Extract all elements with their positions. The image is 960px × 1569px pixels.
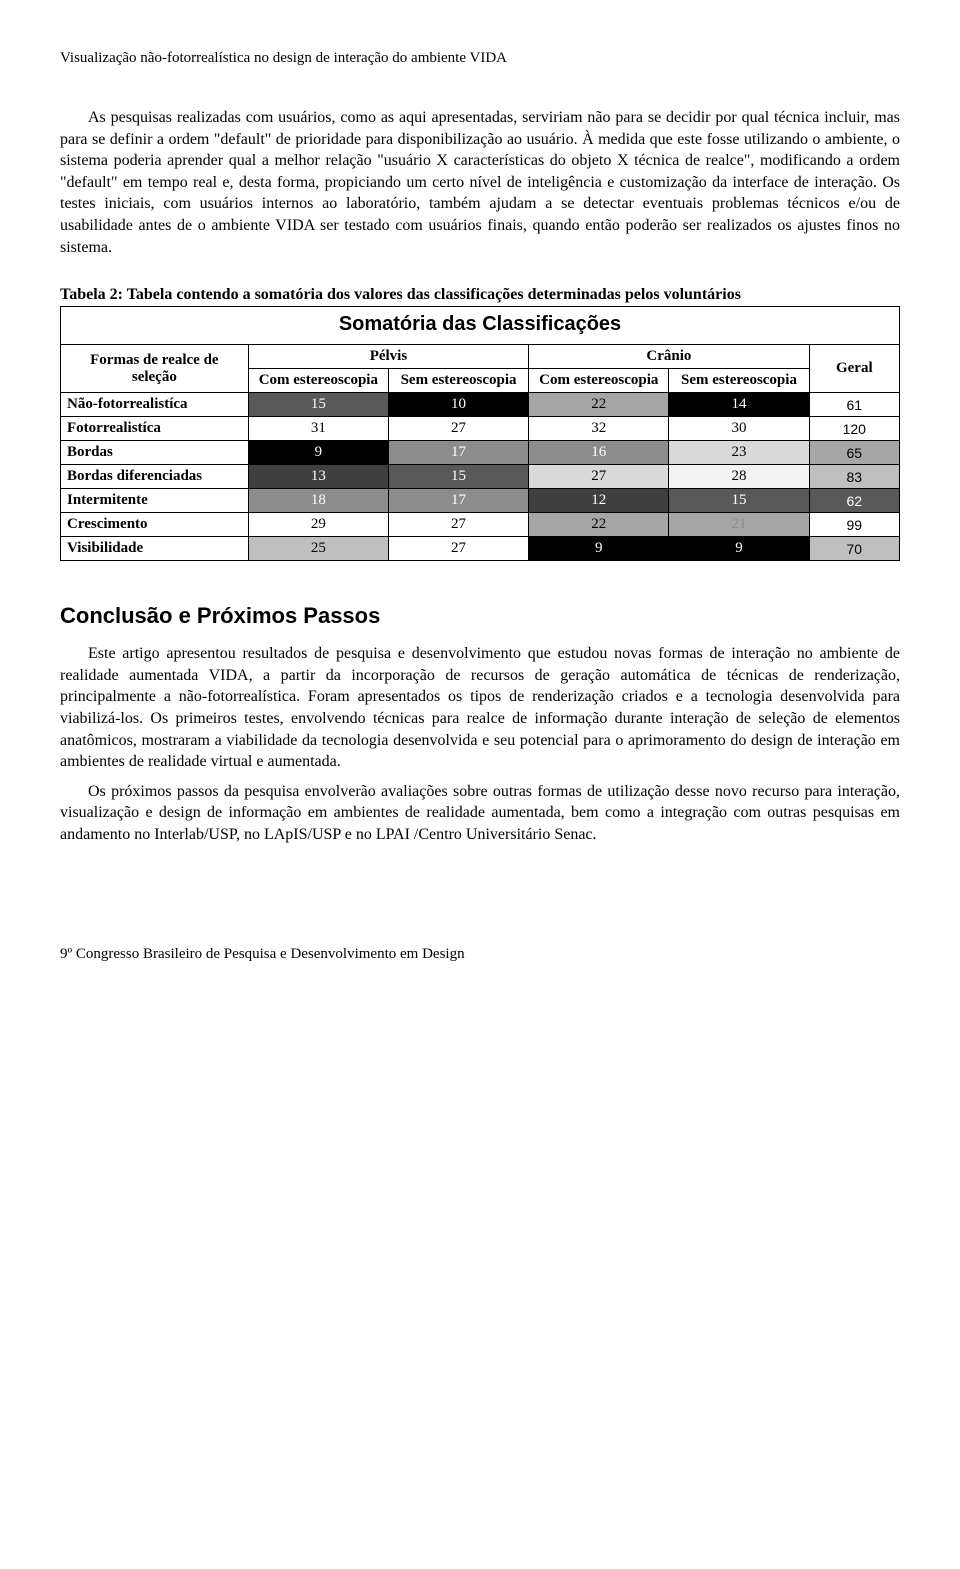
geral-cell: 83 xyxy=(809,465,899,489)
table-row: Crescimento2927222199 xyxy=(61,513,900,537)
data-cell: 9 xyxy=(529,537,669,561)
data-cell: 22 xyxy=(529,393,669,417)
row-label: Não-fotorrealistíca xyxy=(61,393,249,417)
table-caption: Tabela 2: Tabela contendo a somatória do… xyxy=(60,286,900,304)
row-label: Bordas xyxy=(61,441,249,465)
data-cell: 16 xyxy=(529,441,669,465)
classification-table: Formas de realce de seleção Pélvis Crâni… xyxy=(60,344,900,561)
table-body: Não-fotorrealistíca1510221461Fotorrealis… xyxy=(61,393,900,561)
geral-cell: 65 xyxy=(809,441,899,465)
data-cell: 9 xyxy=(669,537,809,561)
data-cell: 15 xyxy=(388,465,528,489)
table-row: Bordas917162365 xyxy=(61,441,900,465)
data-cell: 31 xyxy=(248,417,388,441)
col-group-cranio: Crânio xyxy=(529,345,809,369)
data-cell: 27 xyxy=(388,417,528,441)
conclusion-paragraph-2: Os próximos passos da pesquisa envolverã… xyxy=(60,781,900,846)
data-cell: 9 xyxy=(248,441,388,465)
row-label: Crescimento xyxy=(61,513,249,537)
geral-cell: 61 xyxy=(809,393,899,417)
data-cell: 12 xyxy=(529,489,669,513)
running-header: Visualização não-fotorrealística no desi… xyxy=(60,50,900,67)
table-row: Intermitente1817121562 xyxy=(61,489,900,513)
table-banner: Somatória das Classificações xyxy=(61,307,899,344)
col-formas-label: Formas de realce de seleção xyxy=(61,345,249,393)
data-cell: 21 xyxy=(669,513,809,537)
data-cell: 17 xyxy=(388,441,528,465)
data-cell: 14 xyxy=(669,393,809,417)
table-row: Bordas diferenciadas1315272883 xyxy=(61,465,900,489)
row-label: Visibilidade xyxy=(61,537,249,561)
geral-cell: 120 xyxy=(809,417,899,441)
data-cell: 27 xyxy=(388,513,528,537)
data-cell: 27 xyxy=(388,537,528,561)
data-cell: 27 xyxy=(529,465,669,489)
col-pelvis-sem: Sem estereoscopia xyxy=(388,369,528,393)
data-cell: 28 xyxy=(669,465,809,489)
data-cell: 15 xyxy=(248,393,388,417)
conclusion-paragraph-1: Este artigo apresentou resultados de pes… xyxy=(60,643,900,773)
data-cell: 17 xyxy=(388,489,528,513)
table-row: Não-fotorrealistíca1510221461 xyxy=(61,393,900,417)
data-cell: 15 xyxy=(669,489,809,513)
data-cell: 30 xyxy=(669,417,809,441)
geral-cell: 62 xyxy=(809,489,899,513)
geral-cell: 99 xyxy=(809,513,899,537)
data-cell: 23 xyxy=(669,441,809,465)
table-head: Formas de realce de seleção Pélvis Crâni… xyxy=(61,345,900,393)
data-cell: 18 xyxy=(248,489,388,513)
table-row: Visibilidade25279970 xyxy=(61,537,900,561)
row-label: Fotorrealistíca xyxy=(61,417,249,441)
col-geral: Geral xyxy=(809,345,899,393)
data-cell: 13 xyxy=(248,465,388,489)
col-cranio-sem: Sem estereoscopia xyxy=(669,369,809,393)
section-heading-conclusion: Conclusão e Próximos Passos xyxy=(60,603,900,629)
data-cell: 22 xyxy=(529,513,669,537)
col-group-pelvis: Pélvis xyxy=(248,345,528,369)
data-cell: 32 xyxy=(529,417,669,441)
table-row: Fotorrealistíca31273230120 xyxy=(61,417,900,441)
data-cell: 25 xyxy=(248,537,388,561)
data-cell: 10 xyxy=(388,393,528,417)
row-label: Bordas diferenciadas xyxy=(61,465,249,489)
col-pelvis-com: Com estereoscopia xyxy=(248,369,388,393)
data-cell: 29 xyxy=(248,513,388,537)
intro-paragraph: As pesquisas realizadas com usuários, co… xyxy=(60,107,900,258)
row-label: Intermitente xyxy=(61,489,249,513)
table-wrapper: Somatória das Classificações xyxy=(60,306,900,344)
footer-text: 9º Congresso Brasileiro de Pesquisa e De… xyxy=(60,946,900,963)
col-cranio-com: Com estereoscopia xyxy=(529,369,669,393)
geral-cell: 70 xyxy=(809,537,899,561)
